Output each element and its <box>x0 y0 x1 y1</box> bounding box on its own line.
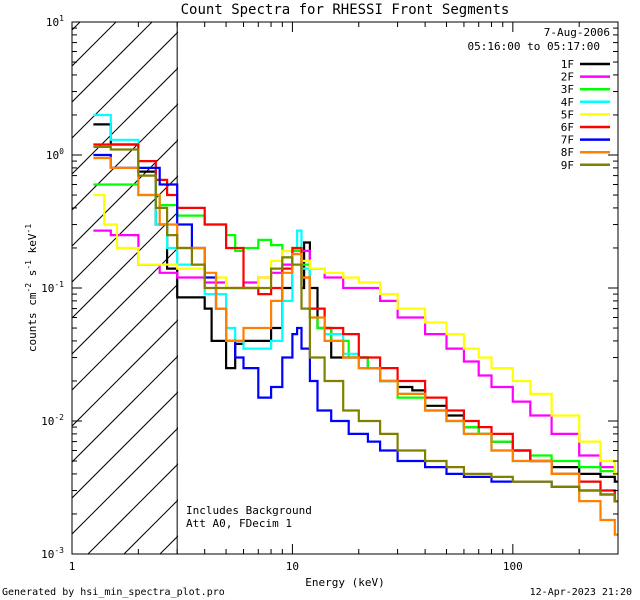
x-tick-label: 1 <box>69 560 76 573</box>
annotation-background: Includes Background <box>186 504 312 517</box>
hatch-line <box>72 211 178 319</box>
y-label-exp: -1 <box>24 260 33 270</box>
legend-label-8F: 8F <box>561 146 574 159</box>
y-tick-label: 100 <box>46 147 64 162</box>
legend-label-7F: 7F <box>561 134 574 147</box>
series-9F-line <box>93 145 618 503</box>
hatch-line <box>72 22 153 103</box>
y-label-part: counts cm <box>26 292 39 352</box>
hatch-line <box>72 103 178 211</box>
series-layer <box>93 113 618 536</box>
legend-date: 7-Aug-2006 <box>544 26 610 39</box>
hatch-line <box>72 427 178 535</box>
footer-timestamp: 12-Apr-2023 21:20 <box>530 587 632 598</box>
y-axis-label: counts cm-2 s-1 keV-1 <box>24 224 39 352</box>
x-tick-label: 10 <box>286 560 299 573</box>
legend-label-1F: 1F <box>561 58 574 71</box>
series-4F-line <box>93 113 618 503</box>
y-tick-label: 101 <box>46 14 64 29</box>
y-label-part: keV <box>26 233 39 260</box>
hatched-region <box>72 22 178 554</box>
hatch-line <box>72 67 178 175</box>
hatch-line <box>72 247 178 355</box>
hatch-line <box>72 283 178 391</box>
y-tick-label: 10-1 <box>41 280 64 295</box>
footer-generated-by: Generated by hsi_min_spectra_plot.pro <box>2 587 225 598</box>
annotation-attenuator: Att A0, FDecim 1 <box>186 517 292 530</box>
series-6F-line <box>93 143 618 503</box>
y-label-exp: -1 <box>24 224 33 234</box>
series-7F-line <box>93 153 618 503</box>
chart-title: Count Spectra for RHESSI Front Segments <box>181 2 510 18</box>
series-2F-line <box>93 229 618 475</box>
y-label-exp: -2 <box>24 283 33 293</box>
y-tick-label: 10-3 <box>41 546 64 561</box>
x-axis-label: Energy (keV) <box>305 576 384 589</box>
hatch-line <box>87 463 178 554</box>
legend-label-9F: 9F <box>561 159 574 172</box>
series-5F-line <box>93 193 618 475</box>
axis-ticks: 1 10 100 101 100 10-1 10-2 10-3 <box>41 14 619 573</box>
series-3F-line <box>93 183 618 475</box>
legend-label-3F: 3F <box>561 83 574 96</box>
legend-label-5F: 5F <box>561 108 574 121</box>
legend-label-6F: 6F <box>561 121 574 134</box>
hatch-line <box>72 139 178 247</box>
legend-label-4F: 4F <box>561 96 574 109</box>
hatch-line <box>72 175 178 283</box>
series-8F-line <box>93 156 618 536</box>
hatch-line <box>72 319 178 427</box>
legend-time-range: 05:16:00 to 05:17:00 <box>468 40 600 53</box>
x-tick-label: 100 <box>503 560 523 573</box>
series-1F-line <box>93 123 618 483</box>
legend-label-2F: 2F <box>561 71 574 84</box>
hatch-line <box>72 22 81 31</box>
y-tick-label: 10-2 <box>41 413 64 428</box>
hatch-line <box>72 31 178 139</box>
y-label-part: s <box>26 270 39 283</box>
hatch-line <box>72 391 178 499</box>
